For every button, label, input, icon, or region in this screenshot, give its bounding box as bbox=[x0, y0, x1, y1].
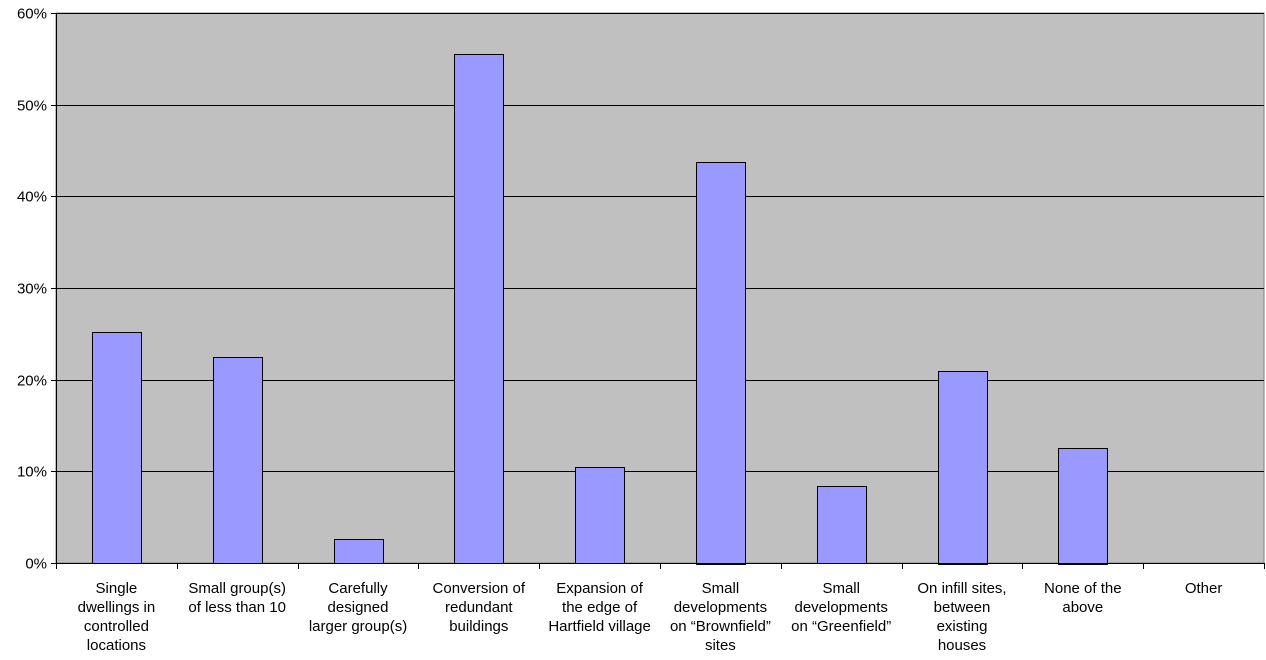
x-category-label-line: buildings bbox=[449, 618, 508, 635]
y-tick-label: 20% bbox=[17, 373, 47, 390]
bar bbox=[938, 371, 988, 565]
x-category-label-line: developments bbox=[674, 599, 767, 616]
x-category-label-line: Small group(s) bbox=[188, 580, 286, 597]
y-tick-label: 60% bbox=[17, 6, 47, 23]
x-category-label-line: larger group(s) bbox=[309, 618, 407, 635]
bar bbox=[817, 486, 867, 564]
x-category-label-line: Small bbox=[822, 580, 860, 597]
x-category-label-line: houses bbox=[938, 637, 986, 654]
x-category-label: Other bbox=[1185, 580, 1223, 597]
x-category-label: None of the above bbox=[1044, 580, 1122, 616]
x-category-label-line: locations bbox=[87, 637, 146, 654]
x-category-label-line: On infill sites, bbox=[917, 580, 1006, 597]
x-category-label-line: between bbox=[934, 599, 991, 616]
bar bbox=[454, 54, 504, 564]
x-category-label: Conversion of redundant buildings bbox=[433, 580, 526, 635]
x-category-label-line: Carefully bbox=[328, 580, 388, 597]
x-category-label-line: dwellings in bbox=[78, 599, 156, 616]
bar bbox=[334, 539, 384, 564]
x-category-label-line: Small bbox=[702, 580, 740, 597]
x-category-label: Small group(s) of less than 10 bbox=[188, 580, 286, 616]
y-tick-label: 30% bbox=[17, 281, 47, 298]
bars bbox=[92, 54, 1108, 565]
x-category-label-line: Expansion of bbox=[556, 580, 644, 597]
y-tick-label: 40% bbox=[17, 189, 47, 206]
bar bbox=[1058, 448, 1108, 565]
x-category-label-line: developments bbox=[794, 599, 887, 616]
x-category-label-line: on “Brownfield” bbox=[670, 618, 771, 635]
y-axis: 0% 10% 20% 30% 40% 50% 60% bbox=[17, 6, 57, 573]
x-category-label: On infill sites, between existing houses bbox=[917, 580, 1006, 654]
x-category-label-line: existing bbox=[937, 618, 988, 635]
bar bbox=[213, 357, 263, 564]
y-tick-label: 0% bbox=[25, 556, 47, 573]
x-category-label-line: Conversion of bbox=[433, 580, 526, 597]
x-category-label: Small developments on “Brownfield” sites bbox=[670, 580, 771, 654]
x-category-label-line: the edge of bbox=[562, 599, 638, 616]
x-category-label: Expansion of the edge of Hartfield village bbox=[548, 580, 651, 635]
x-category-label-line: Hartfield village bbox=[548, 618, 651, 635]
x-category-label-line: above bbox=[1062, 599, 1103, 616]
x-category-label-line: None of the bbox=[1044, 580, 1122, 597]
x-category-label-line: sites bbox=[705, 637, 736, 654]
x-category-label-line: on “Greenfield” bbox=[791, 618, 891, 635]
x-category-label-line: redundant bbox=[445, 599, 513, 616]
bar bbox=[696, 162, 746, 565]
x-category-label-line: designed bbox=[328, 599, 389, 616]
x-category-label-line: controlled bbox=[84, 618, 149, 635]
x-category-label-line: Single bbox=[96, 580, 138, 597]
y-tick-label: 50% bbox=[17, 98, 47, 115]
x-category-label-line: Other bbox=[1185, 580, 1223, 597]
x-category-label: Carefully designed larger group(s) bbox=[309, 580, 407, 635]
y-tick-label: 10% bbox=[17, 464, 47, 481]
x-category-label: Small developments on “Greenfield” bbox=[791, 580, 891, 635]
bar bbox=[575, 467, 625, 564]
bar bbox=[92, 332, 142, 564]
x-category-label-line: of less than 10 bbox=[188, 599, 286, 616]
x-category-label: Single dwellings in controlled locations bbox=[78, 580, 156, 654]
x-axis: Single dwellings in controlled locations Sma… bbox=[56, 563, 1265, 654]
